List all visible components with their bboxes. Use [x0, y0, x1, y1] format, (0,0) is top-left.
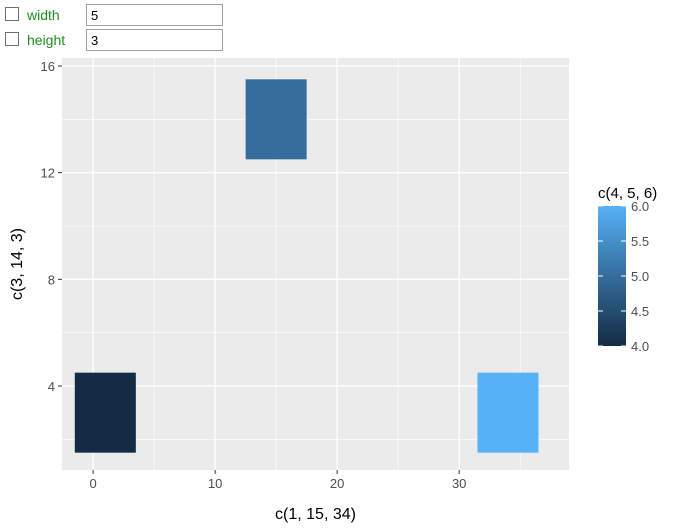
height-label: height [27, 32, 66, 48]
width-checkbox[interactable] [5, 7, 19, 21]
x-tick-label: 20 [330, 476, 344, 491]
x-tick-label: 0 [89, 476, 96, 491]
legend-tick-label: 5.5 [631, 234, 649, 249]
y-tick-label: 4 [48, 379, 55, 394]
x-tick-label: 10 [208, 476, 222, 491]
legend-ticks: 4.0 4.5 5.0 5.5 6.0 [598, 199, 649, 354]
tile [74, 372, 136, 453]
axes: 0 10 20 30 4 8 12 16 [41, 59, 467, 491]
legend-tick-label: 5.0 [631, 269, 649, 284]
y-tick-label: 8 [48, 272, 55, 287]
tile [245, 79, 307, 160]
x-axis-label: c(1, 15, 34) [275, 506, 356, 523]
legend-tick-label: 4.5 [631, 304, 649, 319]
legend-tick-label: 4.0 [631, 339, 649, 354]
tiles [74, 79, 539, 453]
legend-title: c(4, 5, 6) [598, 185, 657, 202]
width-input[interactable] [86, 4, 223, 26]
height-checkbox[interactable] [5, 32, 19, 46]
x-tick-label: 30 [452, 476, 466, 491]
y-tick-label: 12 [41, 166, 55, 181]
tile [477, 372, 539, 453]
legend-tick-label: 6.0 [631, 199, 649, 214]
width-label: width [27, 7, 60, 23]
y-tick-label: 16 [41, 59, 55, 74]
legend: c(4, 5, 6) 4.0 4.5 5.0 5.5 6.0 [598, 185, 657, 354]
height-input[interactable] [86, 29, 223, 51]
y-axis-label: c(3, 14, 3) [9, 228, 26, 300]
